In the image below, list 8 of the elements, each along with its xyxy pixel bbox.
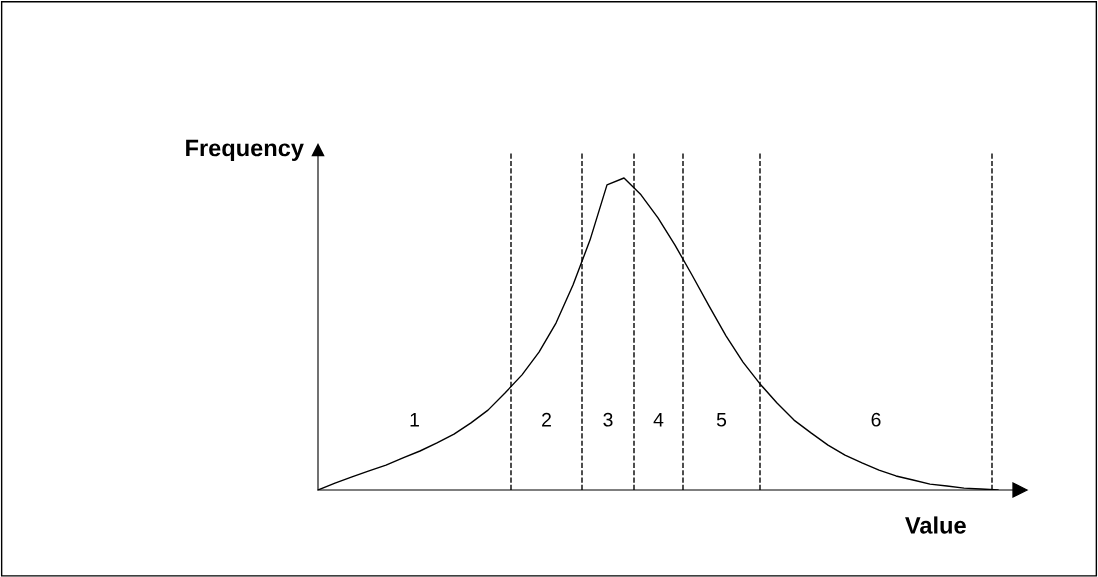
- y-axis-title: Frequency: [186, 139, 304, 162]
- annotation: 4: [653, 413, 664, 427]
- annotation: 1: [410, 413, 419, 427]
- annotation: 5: [716, 413, 727, 427]
- annotation: 3: [603, 412, 613, 427]
- x-axis-title: Value: [905, 516, 966, 534]
- annotation: 2: [542, 412, 551, 427]
- annotation: 6: [871, 412, 881, 427]
